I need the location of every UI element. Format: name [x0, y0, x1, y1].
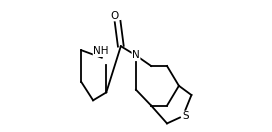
Text: O: O — [110, 11, 118, 21]
Text: NH: NH — [93, 46, 109, 56]
Text: N: N — [132, 50, 140, 60]
Text: S: S — [182, 111, 189, 121]
